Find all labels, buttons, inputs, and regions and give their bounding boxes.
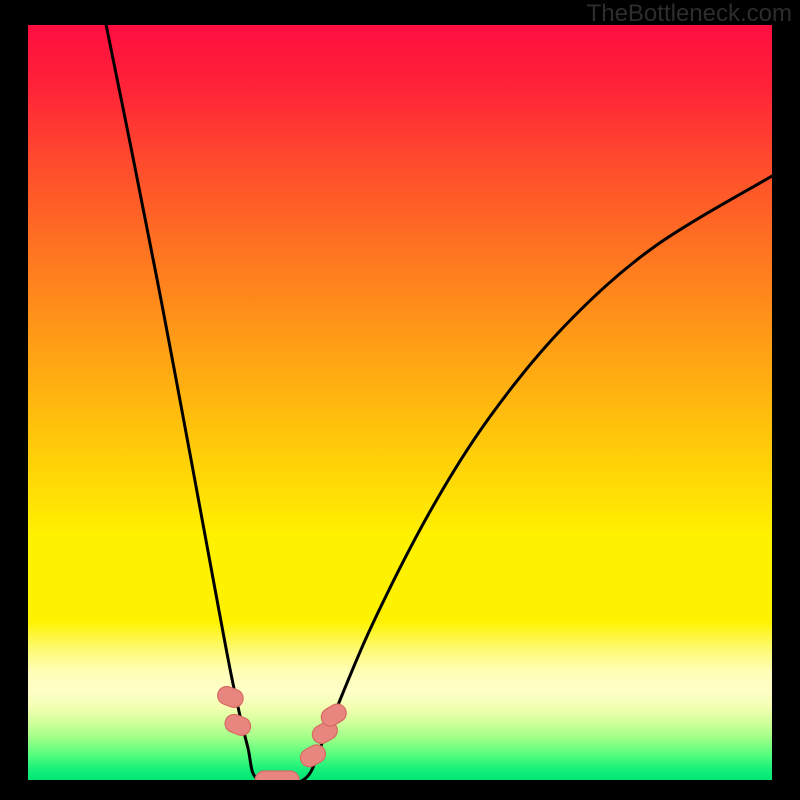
curve-marker [255, 771, 299, 780]
bottleneck-chart [28, 25, 772, 780]
plot-area [28, 25, 772, 780]
gradient-background [28, 25, 772, 780]
